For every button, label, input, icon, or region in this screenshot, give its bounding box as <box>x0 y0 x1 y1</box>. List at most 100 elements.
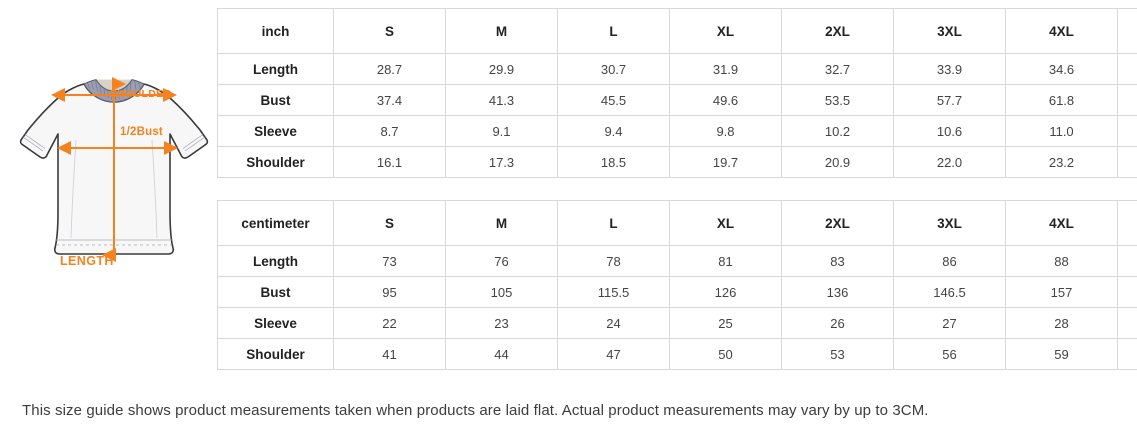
row-header-shoulder: Shoulder <box>217 146 334 178</box>
cell: 49.6 <box>669 84 782 116</box>
table-row: Length 28.7 29.9 30.7 31.9 32.7 33.9 34.… <box>217 53 1137 85</box>
cell: 136 <box>781 276 894 308</box>
table-row: Bust 37.4 41.3 45.5 49.6 53.5 57.7 61.8 … <box>217 84 1137 116</box>
cell: 19.7 <box>669 146 782 178</box>
cell: 157 <box>1005 276 1118 308</box>
cell: 18.5 <box>557 146 670 178</box>
cell: 28.7 <box>333 53 446 85</box>
row-header-length: Length <box>217 245 334 277</box>
cell: 53.5 <box>781 84 894 116</box>
size-tables-area: inch S M L XL 2XL 3XL 4XL 5XL Length 28.… <box>217 8 1137 370</box>
row-header-sleeve: Sleeve <box>217 307 334 339</box>
column-header-5xl: 5XL <box>1117 8 1137 54</box>
cell: 33.9 <box>893 53 1006 85</box>
cell: 78 <box>557 245 670 277</box>
cell: 10.2 <box>781 115 894 147</box>
column-header-l: L <box>557 200 670 246</box>
cell: 47 <box>557 338 670 370</box>
cell: 22 <box>333 307 446 339</box>
cell: 53 <box>781 338 894 370</box>
cell: 37.4 <box>333 84 446 116</box>
cell: 41.3 <box>445 84 558 116</box>
column-header-4xl: 4XL <box>1005 8 1118 54</box>
column-header-xl: XL <box>669 8 782 54</box>
cell: 20.9 <box>781 146 894 178</box>
cell: 45.5 <box>557 84 670 116</box>
column-header-l: L <box>557 8 670 54</box>
row-header-length: Length <box>217 53 334 85</box>
cell: 10.6 <box>893 115 1006 147</box>
cell: 61.8 <box>1005 84 1118 116</box>
cell: 44 <box>445 338 558 370</box>
column-header-3xl: 3XL <box>893 200 1006 246</box>
column-header-m: M <box>445 200 558 246</box>
row-header-bust: Bust <box>217 276 334 308</box>
cell: 115.5 <box>557 276 670 308</box>
cell: 65.9 <box>1117 84 1137 116</box>
cell: 146.5 <box>893 276 1006 308</box>
cell: 88 <box>1005 245 1118 277</box>
column-header-4xl: 4XL <box>1005 200 1118 246</box>
cell: 16.1 <box>333 146 446 178</box>
table-row: Shoulder 41 44 47 50 53 56 59 62 <box>217 338 1137 370</box>
cell: 24.4 <box>1117 146 1137 178</box>
column-header-xl: XL <box>669 200 782 246</box>
cell: 9.8 <box>669 115 782 147</box>
cell: 62 <box>1117 338 1137 370</box>
column-header-5xl: 5XL <box>1117 200 1137 246</box>
unit-header: centimeter <box>217 200 334 246</box>
cell: 11.4 <box>1117 115 1137 147</box>
cell: 23 <box>445 307 558 339</box>
cell: 50 <box>669 338 782 370</box>
cell: 28 <box>1005 307 1118 339</box>
cell: 81 <box>669 245 782 277</box>
cell: 167.5 <box>1117 276 1137 308</box>
cell: 76 <box>445 245 558 277</box>
cell: 27 <box>893 307 1006 339</box>
cell: 24 <box>557 307 670 339</box>
cell: 31.9 <box>669 53 782 85</box>
column-header-s: S <box>333 200 446 246</box>
column-header-m: M <box>445 8 558 54</box>
column-header-2xl: 2XL <box>781 200 894 246</box>
shoulder-label: SHOULDER <box>110 88 172 100</box>
column-header-s: S <box>333 8 446 54</box>
bust-label: 1/2Bust <box>120 126 163 138</box>
table-header-row: inch S M L XL 2XL 3XL 4XL 5XL <box>217 8 1137 54</box>
cell: 86 <box>893 245 1006 277</box>
cell: 90 <box>1117 245 1137 277</box>
cell: 126 <box>669 276 782 308</box>
cell: 59 <box>1005 338 1118 370</box>
cell: 56 <box>893 338 1006 370</box>
row-header-shoulder: Shoulder <box>217 338 334 370</box>
table-row: Sleeve 8.7 9.1 9.4 9.8 10.2 10.6 11.0 11… <box>217 115 1137 147</box>
cell: 9.4 <box>557 115 670 147</box>
table-row: Shoulder 16.1 17.3 18.5 19.7 20.9 22.0 2… <box>217 146 1137 178</box>
cell: 22.0 <box>893 146 1006 178</box>
cell: 57.7 <box>893 84 1006 116</box>
sleeve-hems <box>22 134 206 152</box>
cell: 29 <box>1117 307 1137 339</box>
cell: 9.1 <box>445 115 558 147</box>
cell: 17.3 <box>445 146 558 178</box>
measurement-arrows <box>51 77 178 262</box>
cell: 105 <box>445 276 558 308</box>
size-guide-disclaimer: This size guide shows product measuremen… <box>22 402 929 419</box>
cell: 32.7 <box>781 53 894 85</box>
centimeter-size-table: centimeter S M L XL 2XL 3XL 4XL 5XL Leng… <box>217 200 1137 370</box>
table-row: Sleeve 22 23 24 25 26 27 28 29 <box>217 307 1137 339</box>
cell: 30.7 <box>557 53 670 85</box>
table-spacer <box>217 178 1117 200</box>
unit-header: inch <box>217 8 334 54</box>
column-header-3xl: 3XL <box>893 8 1006 54</box>
column-header-2xl: 2XL <box>781 8 894 54</box>
table-row: Length 73 76 78 81 83 86 88 90 <box>217 245 1137 277</box>
cell: 35.4 <box>1117 53 1137 85</box>
cell: 95 <box>333 276 446 308</box>
row-header-bust: Bust <box>217 84 334 116</box>
cell: 41 <box>333 338 446 370</box>
row-header-sleeve: Sleeve <box>217 115 334 147</box>
cell: 23.2 <box>1005 146 1118 178</box>
cell: 11.0 <box>1005 115 1118 147</box>
table-row: Bust 95 105 115.5 126 136 146.5 157 167.… <box>217 276 1137 308</box>
